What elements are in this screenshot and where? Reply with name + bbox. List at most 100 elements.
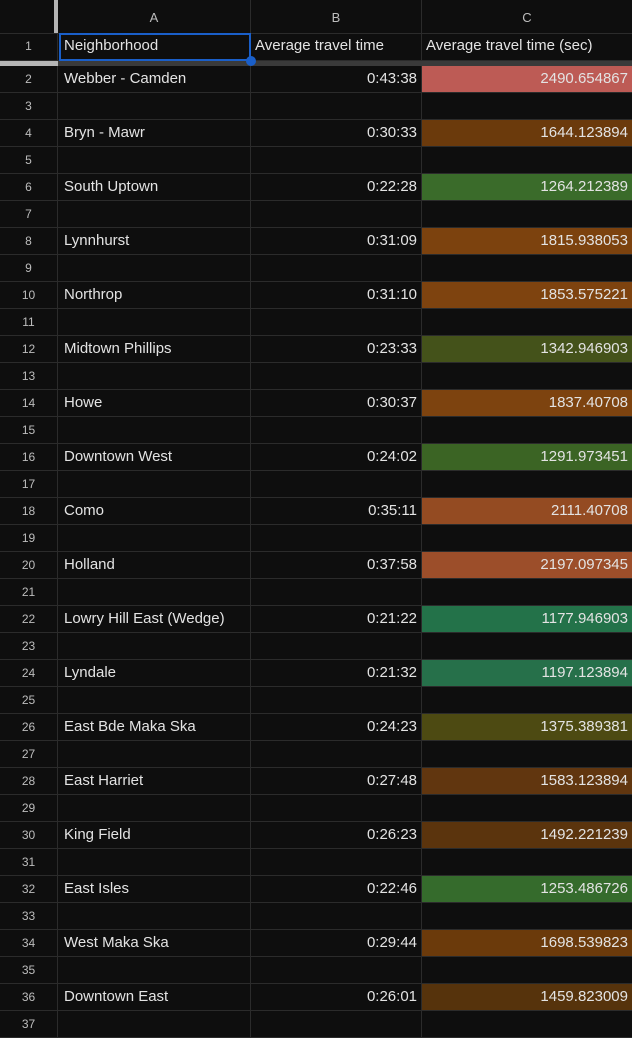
cell-c1-header[interactable]: Average travel time (sec) bbox=[426, 37, 593, 54]
cell-travel-seconds[interactable] bbox=[422, 903, 632, 929]
cell-travel-time[interactable] bbox=[251, 417, 422, 443]
cell-travel-time[interactable]: 0:29:44 bbox=[251, 930, 422, 956]
cell-neighborhood[interactable] bbox=[58, 903, 251, 929]
cell-neighborhood[interactable]: Midtown Phillips bbox=[58, 336, 251, 362]
row-number[interactable]: 21 bbox=[0, 579, 58, 605]
cell-neighborhood[interactable]: King Field bbox=[58, 822, 251, 848]
row-number[interactable]: 32 bbox=[0, 876, 58, 902]
cell-travel-seconds[interactable]: 2197.097345 bbox=[422, 552, 632, 578]
cell-neighborhood[interactable] bbox=[58, 255, 251, 281]
cell-neighborhood[interactable]: Lyndale bbox=[58, 660, 251, 686]
cell-travel-time[interactable]: 0:27:48 bbox=[251, 768, 422, 794]
cell-neighborhood[interactable]: East Harriet bbox=[58, 768, 251, 794]
cell-travel-seconds[interactable] bbox=[422, 795, 632, 821]
cell-neighborhood[interactable] bbox=[58, 417, 251, 443]
row-number[interactable]: 23 bbox=[0, 633, 58, 659]
cell-travel-seconds[interactable] bbox=[422, 147, 632, 173]
cell-neighborhood[interactable] bbox=[58, 957, 251, 983]
cell-travel-seconds[interactable] bbox=[422, 309, 632, 335]
cell-neighborhood[interactable] bbox=[58, 633, 251, 659]
row-number[interactable]: 27 bbox=[0, 741, 58, 767]
cell-travel-seconds[interactable]: 1342.946903 bbox=[422, 336, 632, 362]
cell-travel-time[interactable]: 0:35:11 bbox=[251, 498, 422, 524]
cell-travel-seconds[interactable]: 1375.389381 bbox=[422, 714, 632, 740]
row-number[interactable]: 35 bbox=[0, 957, 58, 983]
cell-neighborhood[interactable]: South Uptown bbox=[58, 174, 251, 200]
cell-travel-time[interactable]: 0:22:46 bbox=[251, 876, 422, 902]
cell-travel-time[interactable]: 0:31:09 bbox=[251, 228, 422, 254]
cell-travel-time[interactable] bbox=[251, 147, 422, 173]
cell-travel-seconds[interactable]: 1264.212389 bbox=[422, 174, 632, 200]
fill-handle[interactable] bbox=[246, 56, 256, 66]
row-number[interactable]: 1 bbox=[0, 33, 58, 60]
cell-travel-time[interactable]: 0:23:33 bbox=[251, 336, 422, 362]
cell-travel-time[interactable] bbox=[251, 525, 422, 551]
row-number[interactable]: 15 bbox=[0, 417, 58, 443]
row-number[interactable]: 14 bbox=[0, 390, 58, 416]
row-number[interactable]: 36 bbox=[0, 984, 58, 1010]
row-number[interactable]: 18 bbox=[0, 498, 58, 524]
cell-travel-time[interactable]: 0:24:02 bbox=[251, 444, 422, 470]
cell-travel-time[interactable] bbox=[251, 903, 422, 929]
cell-neighborhood[interactable]: Como bbox=[58, 498, 251, 524]
cell-travel-time[interactable] bbox=[251, 849, 422, 875]
row-number[interactable]: 13 bbox=[0, 363, 58, 389]
cell-travel-time[interactable]: 0:37:58 bbox=[251, 552, 422, 578]
cell-neighborhood[interactable] bbox=[58, 309, 251, 335]
cell-travel-time[interactable] bbox=[251, 363, 422, 389]
cell-travel-seconds[interactable] bbox=[422, 525, 632, 551]
cell-neighborhood[interactable]: West Maka Ska bbox=[58, 930, 251, 956]
cell-travel-time[interactable]: 0:26:23 bbox=[251, 822, 422, 848]
row-number[interactable]: 16 bbox=[0, 444, 58, 470]
cell-travel-time[interactable] bbox=[251, 579, 422, 605]
row-number[interactable]: 33 bbox=[0, 903, 58, 929]
cell-travel-time[interactable]: 0:22:28 bbox=[251, 174, 422, 200]
cell-neighborhood[interactable] bbox=[58, 795, 251, 821]
cell-travel-seconds[interactable] bbox=[422, 417, 632, 443]
row-number[interactable]: 11 bbox=[0, 309, 58, 335]
cell-travel-seconds[interactable]: 1197.123894 bbox=[422, 660, 632, 686]
cell-travel-seconds[interactable] bbox=[422, 741, 632, 767]
cell-a1-header[interactable]: Neighborhood bbox=[58, 33, 251, 60]
row-number[interactable]: 5 bbox=[0, 147, 58, 173]
cell-travel-time[interactable]: 0:31:10 bbox=[251, 282, 422, 308]
cell-travel-seconds[interactable] bbox=[422, 471, 632, 497]
cell-neighborhood[interactable] bbox=[58, 471, 251, 497]
cell-neighborhood[interactable]: Webber - Camden bbox=[58, 66, 251, 92]
cell-travel-time[interactable] bbox=[251, 471, 422, 497]
row-number[interactable]: 24 bbox=[0, 660, 58, 686]
frozen-row-divider[interactable] bbox=[0, 61, 632, 66]
cell-travel-time[interactable] bbox=[251, 1011, 422, 1037]
column-header-a[interactable]: A bbox=[58, 0, 251, 33]
row-number[interactable]: 12 bbox=[0, 336, 58, 362]
cell-travel-seconds[interactable]: 1459.823009 bbox=[422, 984, 632, 1010]
cell-travel-time[interactable] bbox=[251, 309, 422, 335]
cell-travel-seconds[interactable] bbox=[422, 957, 632, 983]
cell-neighborhood[interactable] bbox=[58, 201, 251, 227]
cell-travel-time[interactable]: 0:26:01 bbox=[251, 984, 422, 1010]
row-number[interactable]: 28 bbox=[0, 768, 58, 794]
cell-travel-seconds[interactable]: 2490.654867 bbox=[422, 66, 632, 92]
cell-travel-seconds[interactable]: 2111.40708 bbox=[422, 498, 632, 524]
row-number[interactable]: 3 bbox=[0, 93, 58, 119]
cell-neighborhood[interactable]: Lynnhurst bbox=[58, 228, 251, 254]
cell-travel-seconds[interactable] bbox=[422, 255, 632, 281]
cell-travel-seconds[interactable]: 1815.938053 bbox=[422, 228, 632, 254]
cell-travel-time[interactable]: 0:30:37 bbox=[251, 390, 422, 416]
cell-travel-time[interactable] bbox=[251, 957, 422, 983]
cell-neighborhood[interactable]: East Bde Maka Ska bbox=[58, 714, 251, 740]
cell-travel-time[interactable] bbox=[251, 633, 422, 659]
cell-neighborhood[interactable] bbox=[58, 741, 251, 767]
row-number[interactable]: 22 bbox=[0, 606, 58, 632]
cell-travel-seconds[interactable] bbox=[422, 849, 632, 875]
cell-travel-seconds[interactable] bbox=[422, 1011, 632, 1037]
row-number[interactable]: 7 bbox=[0, 201, 58, 227]
cell-neighborhood[interactable] bbox=[58, 579, 251, 605]
freeze-handle[interactable] bbox=[0, 61, 58, 66]
cell-neighborhood[interactable]: East Isles bbox=[58, 876, 251, 902]
row-number[interactable]: 31 bbox=[0, 849, 58, 875]
column-header-c[interactable]: C bbox=[522, 10, 532, 25]
cell-neighborhood[interactable]: Downtown West bbox=[58, 444, 251, 470]
cell-travel-time[interactable]: 0:24:23 bbox=[251, 714, 422, 740]
cell-travel-seconds[interactable] bbox=[422, 579, 632, 605]
